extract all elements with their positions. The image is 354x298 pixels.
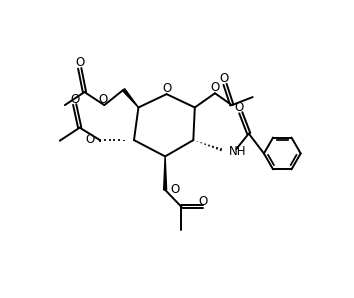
Text: O: O — [70, 93, 79, 106]
Text: O: O — [199, 195, 208, 208]
Polygon shape — [164, 156, 167, 190]
Polygon shape — [122, 89, 138, 108]
Text: O: O — [219, 72, 228, 86]
Text: O: O — [98, 93, 108, 106]
Text: O: O — [171, 184, 180, 196]
Text: O: O — [162, 82, 171, 95]
Text: O: O — [210, 81, 219, 94]
Text: O: O — [85, 133, 95, 146]
Text: O: O — [75, 57, 84, 69]
Text: NH: NH — [229, 145, 247, 159]
Text: O: O — [235, 101, 244, 114]
